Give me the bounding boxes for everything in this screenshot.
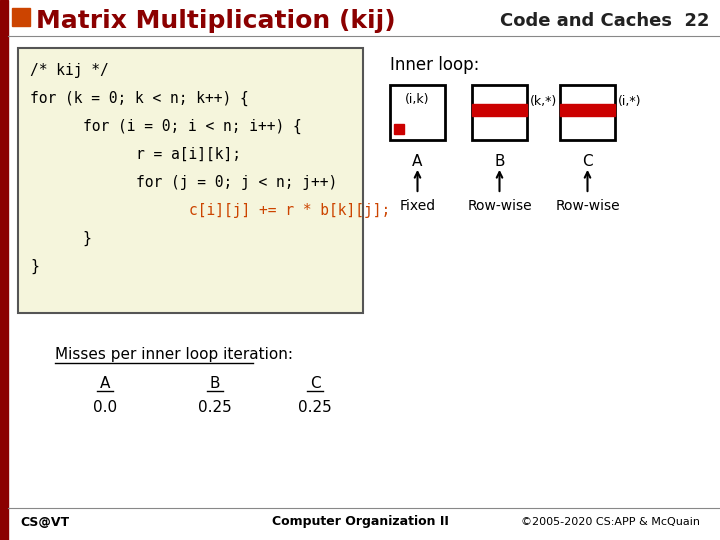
Text: for (j = 0; j < n; j++): for (j = 0; j < n; j++) [66, 174, 337, 190]
Text: for (i = 0; i < n; i++) {: for (i = 0; i < n; i++) { [48, 118, 302, 133]
Bar [560, 85, 615, 140]
Text: Fixed: Fixed [400, 199, 436, 213]
Bar [560, 104, 615, 116]
Text: 0.25: 0.25 [298, 400, 332, 415]
Text: }: } [48, 231, 91, 246]
Text: Row-wise: Row-wise [467, 199, 532, 213]
Text: Matrix Multiplication (kij): Matrix Multiplication (kij) [36, 9, 395, 33]
Text: Inner loop:: Inner loop: [390, 56, 480, 74]
Bar [12, 8, 30, 26]
Bar [394, 124, 404, 134]
Text: C: C [582, 154, 593, 170]
Bar [472, 85, 527, 140]
Text: /* kij */: /* kij */ [30, 63, 109, 78]
Text: A: A [100, 375, 110, 390]
Bar [390, 85, 445, 140]
Text: ©2005-2020 CS:APP & McQuain: ©2005-2020 CS:APP & McQuain [521, 517, 700, 527]
Text: for (k = 0; k < n; k++) {: for (k = 0; k < n; k++) { [30, 90, 248, 106]
Text: (i,k): (i,k) [405, 92, 430, 105]
Bar [472, 104, 527, 116]
Text: (i,*): (i,*) [618, 94, 642, 107]
Text: 0.0: 0.0 [93, 400, 117, 415]
Text: B: B [494, 154, 505, 170]
Text: c[i][j] += r * b[k][j];: c[i][j] += r * b[k][j]; [84, 202, 390, 218]
Text: Row-wise: Row-wise [555, 199, 620, 213]
Text: }: } [30, 259, 39, 274]
Bar [0, 0, 8, 540]
Text: Computer Organization II: Computer Organization II [271, 516, 449, 529]
Text: B: B [210, 375, 220, 390]
Text: r = a[i][k];: r = a[i][k]; [66, 146, 241, 161]
Text: A: A [413, 154, 423, 170]
Text: CS@VT: CS@VT [20, 516, 69, 529]
Text: (k,*): (k,*) [530, 94, 557, 107]
Text: Misses per inner loop iteration:: Misses per inner loop iteration: [55, 348, 293, 362]
Text: Code and Caches  22: Code and Caches 22 [500, 12, 710, 30]
Text: C: C [310, 375, 320, 390]
FancyBboxPatch shape [18, 48, 363, 313]
Text: 0.25: 0.25 [198, 400, 232, 415]
